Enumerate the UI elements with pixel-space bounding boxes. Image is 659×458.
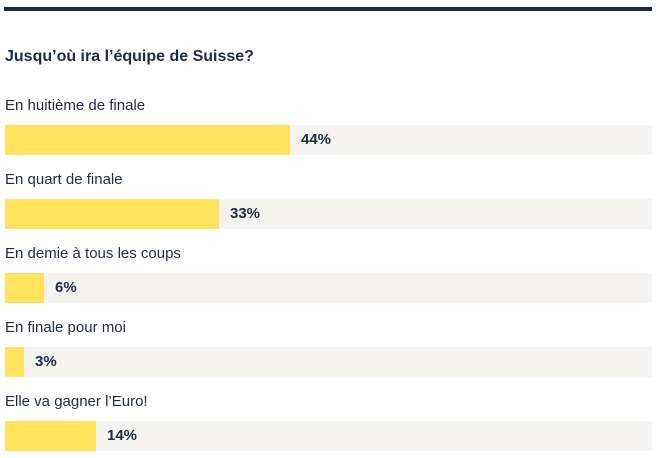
poll-option-percent: 14%: [107, 427, 138, 444]
poll-option: En finale pour moi 3%: [5, 318, 652, 382]
poll-option: Elle va gagner l’Euro! 14%: [5, 392, 652, 456]
poll-option-label: En finale pour moi: [5, 319, 126, 336]
poll-option-label: En demie à tous les coups: [5, 245, 181, 262]
poll-option-percent: 44%: [301, 131, 332, 148]
poll-option-percent: 6%: [55, 279, 77, 296]
poll-option-bar-fill: [5, 199, 219, 229]
poll-option-bar[interactable]: 14%: [5, 421, 652, 451]
top-rule: [4, 7, 652, 11]
poll-option-bar[interactable]: 33%: [5, 199, 652, 229]
poll-option-label: En quart de finale: [5, 171, 123, 188]
poll-option-label: Elle va gagner l’Euro!: [5, 393, 148, 410]
poll-option-bar-fill: [5, 421, 96, 451]
poll-option-bar[interactable]: 6%: [5, 273, 652, 303]
poll-option-bar-fill: [5, 273, 44, 303]
poll-option: En huitième de finale 44%: [5, 96, 652, 160]
poll-option: En quart de finale 33%: [5, 170, 652, 234]
poll-option-percent: 3%: [35, 353, 57, 370]
poll-option-percent: 33%: [230, 205, 261, 222]
poll-option: En demie à tous les coups 6%: [5, 244, 652, 308]
poll-option-bar[interactable]: 44%: [5, 125, 652, 155]
poll-option-bar[interactable]: 3%: [5, 347, 652, 377]
poll-option-bar-fill: [5, 347, 24, 377]
poll-option-label: En huitième de finale: [5, 97, 146, 114]
poll-option-bar-fill: [5, 125, 290, 155]
poll-question: Jusqu’où ira l’équipe de Suisse?: [5, 48, 254, 65]
